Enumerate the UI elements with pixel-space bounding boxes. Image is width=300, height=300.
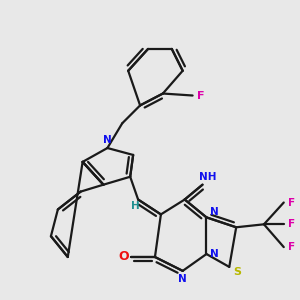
Text: N: N — [210, 249, 219, 259]
Text: N: N — [210, 207, 219, 218]
Text: N: N — [103, 135, 112, 145]
Text: F: F — [288, 197, 295, 208]
Text: H: H — [131, 202, 140, 212]
Text: F: F — [197, 91, 204, 100]
Text: N: N — [178, 274, 187, 284]
Text: F: F — [288, 242, 295, 252]
Text: F: F — [288, 219, 295, 229]
Text: S: S — [233, 267, 241, 277]
Text: NH: NH — [199, 172, 216, 182]
Text: O: O — [118, 250, 129, 263]
